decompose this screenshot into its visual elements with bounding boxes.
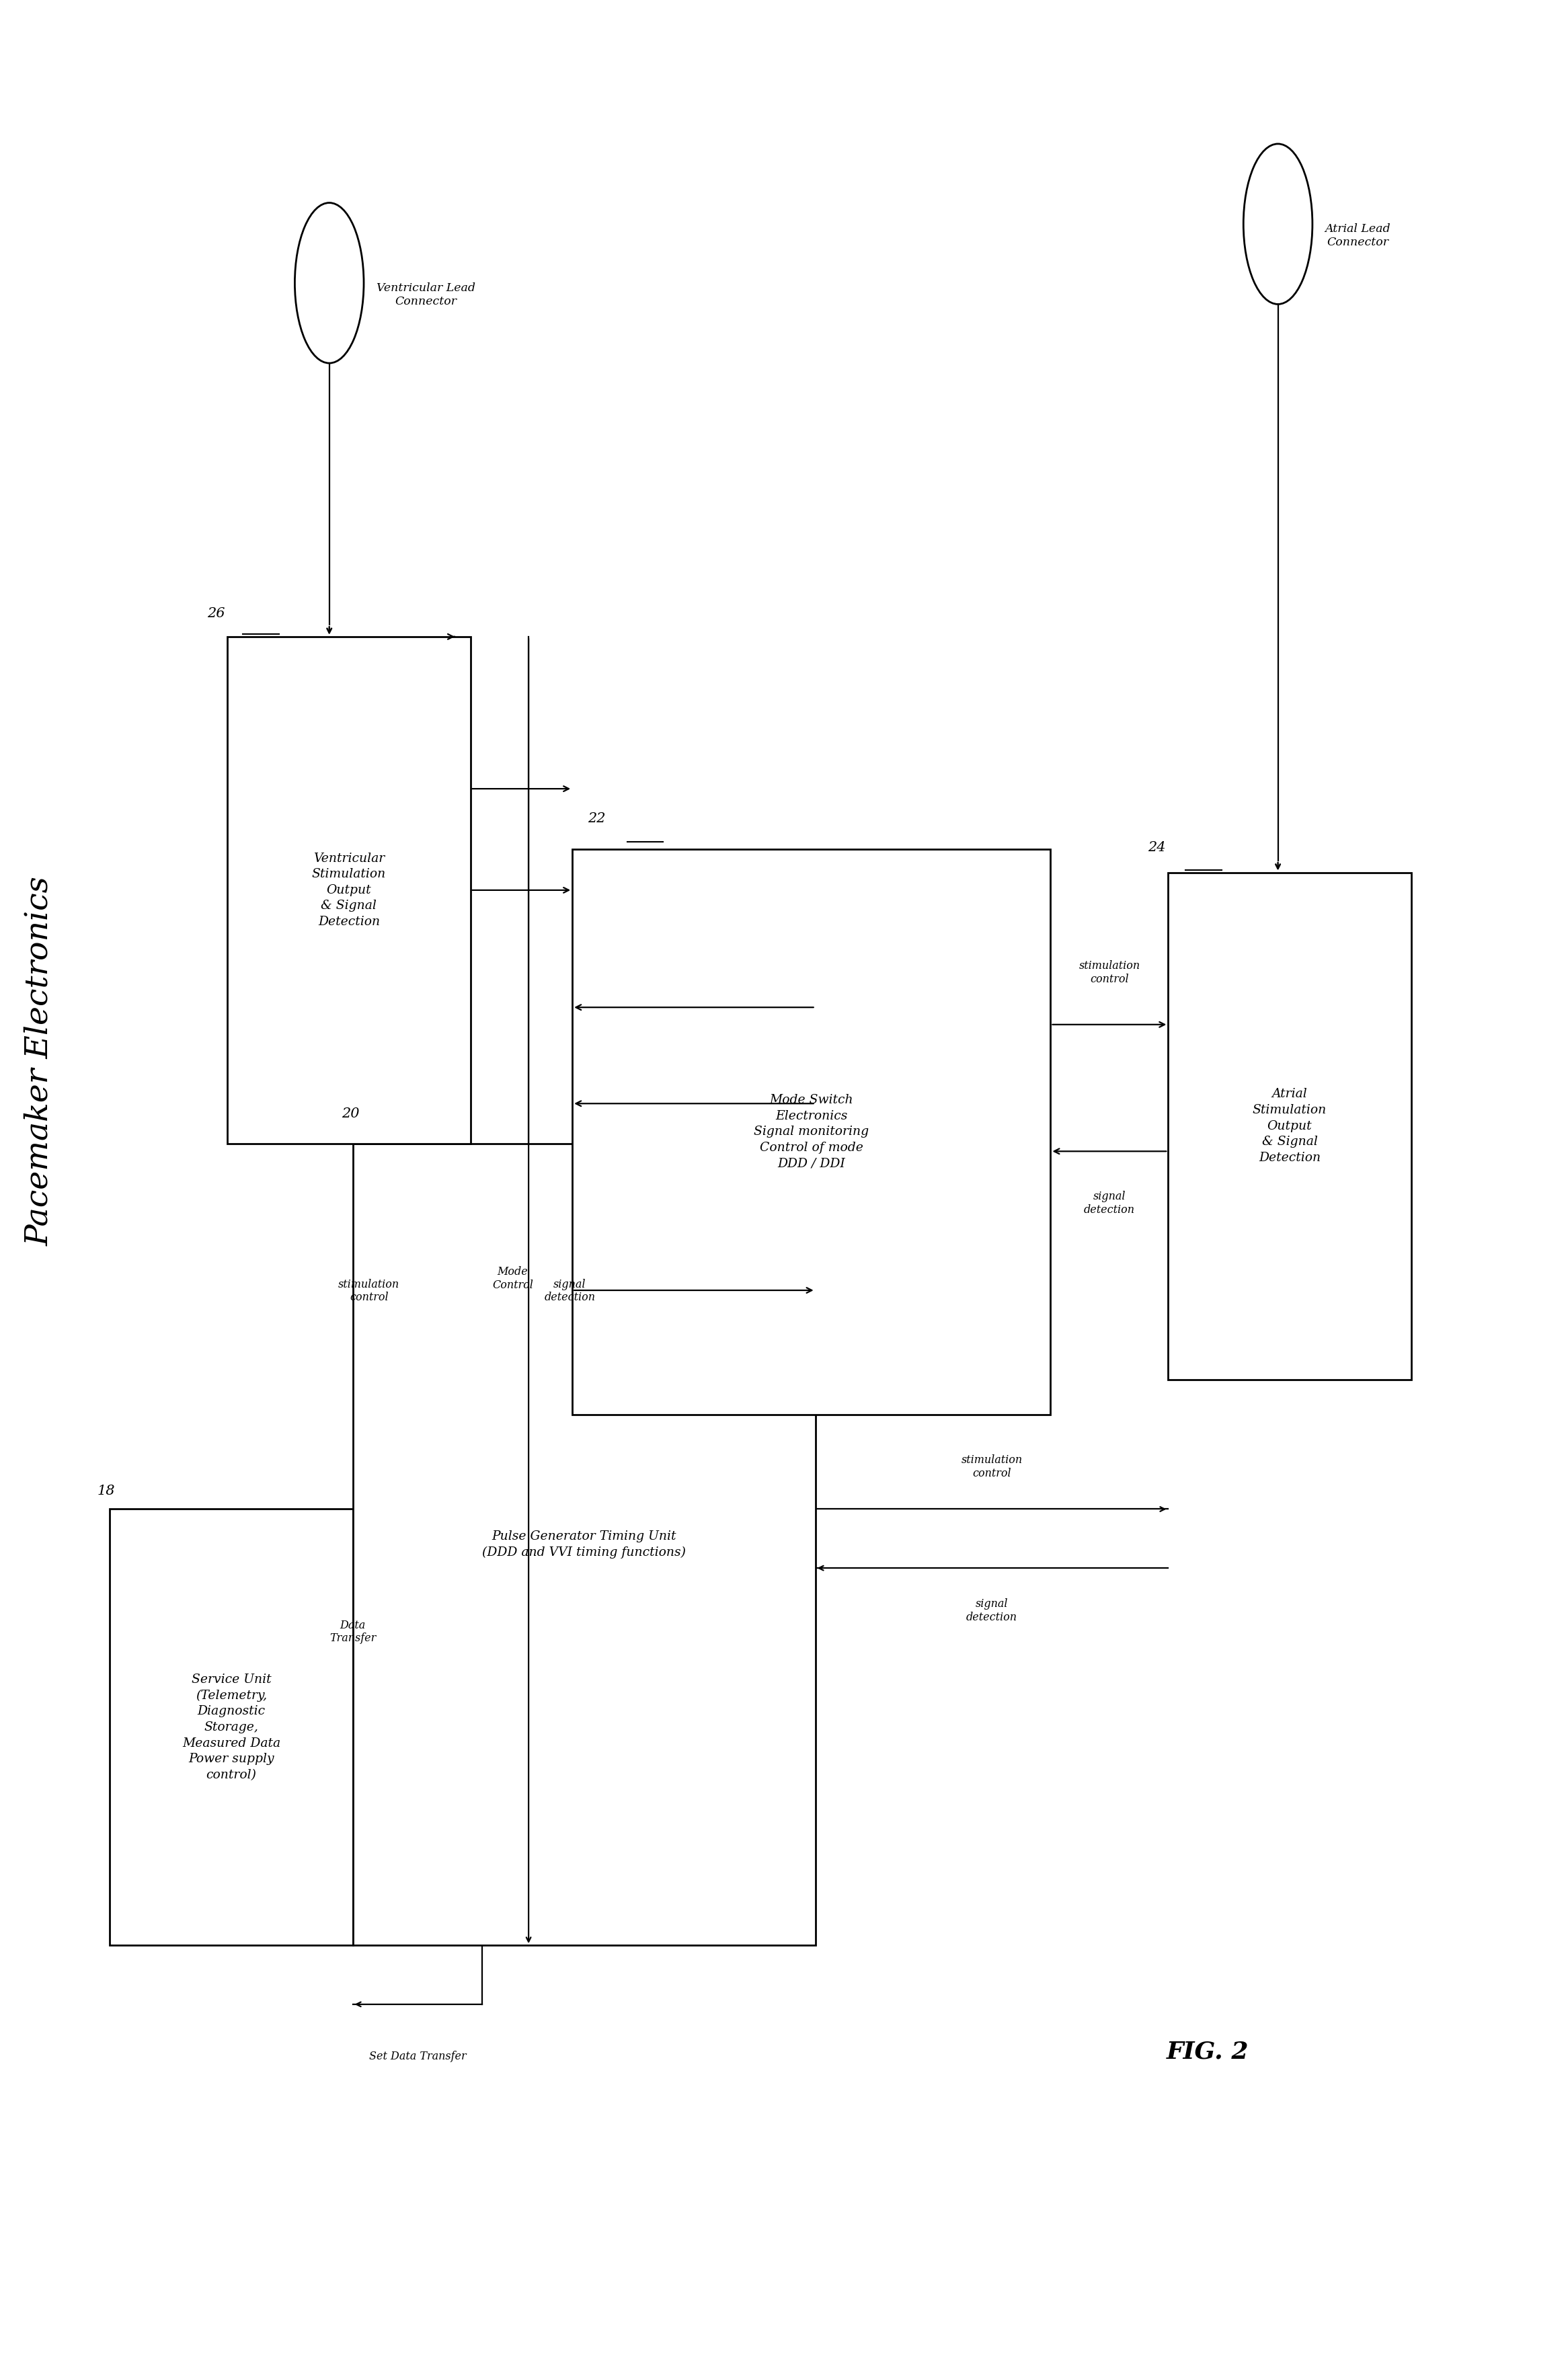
Bar	[110, 1509, 353, 1945]
Text: FIG. 2: FIG. 2	[1167, 2040, 1248, 2063]
Text: 24: 24	[1148, 842, 1165, 854]
Text: Pacemaker Electronics: Pacemaker Electronics	[24, 877, 55, 1245]
Text: 26: 26	[207, 608, 224, 620]
Text: Ventricular
Stimulation
Output
& Signal
Detection: Ventricular Stimulation Output & Signal …	[312, 851, 386, 929]
Bar	[353, 1144, 815, 1945]
Text: Set Data Transfer: Set Data Transfer	[368, 2051, 466, 2061]
Text: Mode
Control: Mode Control	[492, 1266, 533, 1290]
Text: signal
detection: signal detection	[1083, 1191, 1135, 1214]
Text: Atrial
Stimulation
Output
& Signal
Detection: Atrial Stimulation Output & Signal Detec…	[1253, 1087, 1327, 1165]
Text: Atrial Lead
Connector: Atrial Lead Connector	[1325, 224, 1391, 248]
Text: stimulation
control: stimulation control	[1079, 960, 1140, 986]
Text: Service Unit
(Telemetry,
Diagnostic
Storage,
Measured Data
Power supply
control): Service Unit (Telemetry, Diagnostic Stor…	[182, 1674, 281, 1780]
Text: 18: 18	[97, 1486, 114, 1497]
Bar	[572, 849, 1051, 1415]
Ellipse shape	[295, 203, 364, 363]
Bar	[1168, 872, 1411, 1379]
Bar	[227, 637, 470, 1144]
Text: Ventricular Lead
Connector: Ventricular Lead Connector	[376, 283, 475, 307]
Ellipse shape	[1243, 144, 1312, 304]
Text: 20: 20	[342, 1108, 359, 1120]
Text: Data
Transfer: Data Transfer	[329, 1620, 376, 1644]
Text: stimulation
control: stimulation control	[339, 1278, 400, 1304]
Text: stimulation
control: stimulation control	[961, 1455, 1022, 1478]
Text: signal
detection: signal detection	[966, 1599, 1018, 1622]
Text: Pulse Generator Timing Unit
(DDD and VVI timing functions): Pulse Generator Timing Unit (DDD and VVI…	[483, 1530, 685, 1559]
Text: signal
detection: signal detection	[544, 1278, 596, 1304]
Text: Mode Switch
Electronics
Signal monitoring
Control of mode
DDD / DDI: Mode Switch Electronics Signal monitorin…	[754, 1094, 869, 1170]
Text: 22: 22	[588, 814, 605, 825]
